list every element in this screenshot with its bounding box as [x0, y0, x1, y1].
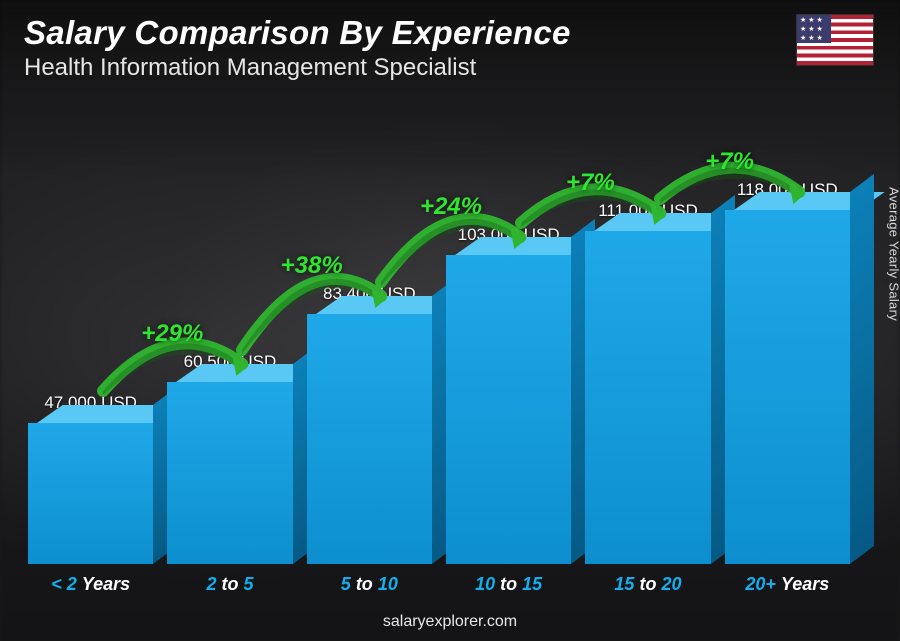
bar-column: 111,000 USD15 to 20: [585, 201, 710, 595]
bar-front-face: [28, 423, 153, 564]
bar-side-face: [850, 174, 874, 564]
bar-front-face: [585, 231, 710, 564]
bar-front-face: [167, 382, 292, 564]
bar: [725, 210, 850, 564]
bar-column: 47,000 USD< 2 Years: [28, 393, 153, 595]
bar: [167, 382, 292, 564]
bar-column: 118,000 USD20+ Years: [725, 180, 850, 595]
pct-change-label: +38%: [232, 252, 391, 280]
pct-change-label: +29%: [93, 320, 252, 348]
pct-change-label: +7%: [650, 148, 809, 176]
bar-column: 83,400 USD5 to 10: [307, 284, 432, 595]
bar-category-label: < 2 Years: [51, 574, 130, 595]
pct-change-label: +24%: [371, 193, 530, 221]
country-flag-icon: [796, 14, 874, 66]
bar-front-face: [446, 255, 571, 564]
bar-category-label: 5 to 10: [341, 574, 398, 595]
bar-front-face: [725, 210, 850, 564]
chart-title: Salary Comparison By Experience: [24, 14, 571, 52]
footer-attribution: salaryexplorer.com: [0, 613, 900, 631]
bar-category-label: 15 to 20: [614, 574, 681, 595]
bar: [585, 231, 710, 564]
bar: [446, 255, 571, 564]
bar-category-label: 20+ Years: [745, 574, 829, 595]
bar-chart: 47,000 USD< 2 Years60,500 USD2 to 583,40…: [28, 100, 850, 595]
bar-category-label: 10 to 15: [475, 574, 542, 595]
y-axis-label: Average Yearly Salary: [887, 187, 900, 321]
bar-column: 103,000 USD10 to 15: [446, 225, 571, 595]
bar-category-label: 2 to 5: [206, 574, 253, 595]
chart-subtitle: Health Information Management Specialist: [24, 54, 571, 82]
bar: [28, 423, 153, 564]
bar-column: 60,500 USD2 to 5: [167, 352, 292, 595]
title-block: Salary Comparison By Experience Health I…: [24, 14, 571, 82]
bar: [307, 314, 432, 564]
pct-change-label: +7%: [511, 169, 670, 197]
bar-front-face: [307, 314, 432, 564]
